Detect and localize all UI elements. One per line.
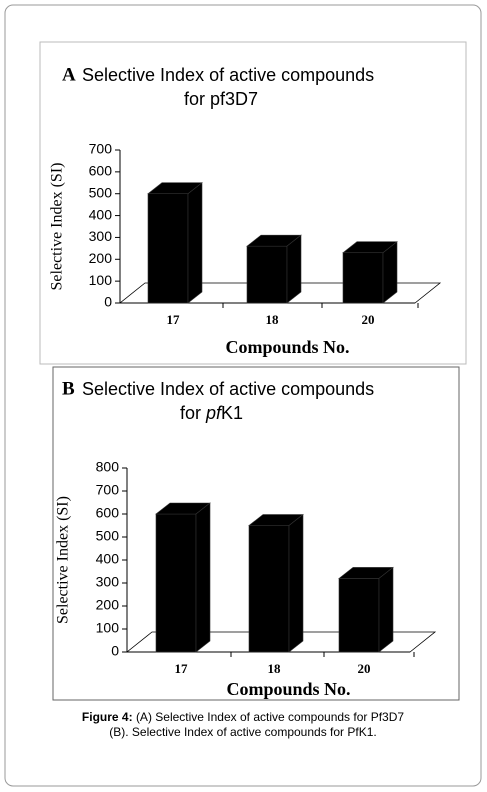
y-axis-label: Selective Index (SI) [49, 163, 66, 291]
panel-label: A [62, 64, 76, 85]
y-tick-label: 200 [89, 250, 113, 266]
bar [246, 245, 288, 304]
y-tick-label: 700 [89, 141, 113, 157]
x-tick-label: 20 [362, 312, 375, 327]
title-segment: Selective Index of active compounds [82, 65, 374, 85]
chart-title: Selective Index of active compounds [82, 65, 374, 85]
y-axis-label: Selective Index (SI) [55, 496, 72, 624]
title-segment: pf [205, 403, 223, 423]
bar [248, 525, 290, 653]
y-tick-label: 300 [96, 574, 120, 590]
caption-label: Figure 4: [82, 710, 133, 724]
caption-text: (A) Selective Index of active compounds … [136, 710, 404, 724]
caption-line-2: (B). Selective Index of active compounds… [109, 725, 376, 739]
y-tick-label: 800 [96, 459, 120, 475]
bar-side [187, 182, 203, 304]
y-tick-label: 700 [96, 482, 120, 498]
x-tick-label: 17 [175, 661, 189, 676]
bar-side [288, 513, 304, 653]
y-tick-label: 100 [89, 272, 113, 288]
x-tick-label: 18 [266, 312, 280, 327]
chart-title: Selective Index of active compounds [82, 379, 374, 399]
x-axis-label: Compounds No. [226, 679, 350, 699]
y-tick-label: 0 [111, 643, 119, 659]
x-tick-label: 20 [358, 661, 371, 676]
y-tick-label: 500 [89, 184, 113, 200]
y-tick-label: 500 [96, 528, 120, 544]
y-tick-label: 400 [89, 206, 113, 222]
frame [4, 4, 482, 787]
bar [147, 193, 189, 304]
panel-b-border [52, 366, 460, 701]
bar [342, 252, 384, 304]
chart-title: for pfK1 [180, 403, 243, 423]
title-segment: Selective Index of active compounds [82, 379, 374, 399]
y-tick-label: 0 [104, 294, 112, 310]
panel-label: B [62, 378, 75, 399]
panel-a-border [39, 41, 467, 365]
bar-side [195, 502, 211, 653]
title-segment: for [180, 403, 206, 423]
y-tick-label: 100 [96, 620, 120, 636]
x-tick-label: 17 [167, 312, 181, 327]
y-tick-label: 400 [96, 551, 120, 567]
x-axis-label: Compounds No. [225, 337, 349, 357]
title-segment: K1 [221, 403, 243, 423]
bar-side [378, 566, 394, 653]
caption-line-1: Figure 4: (A) Selective Index of active … [82, 710, 404, 724]
bar [155, 513, 197, 653]
bar [338, 578, 380, 653]
y-tick-label: 600 [89, 163, 113, 179]
chart-title: for pf3D7 [184, 89, 258, 109]
y-tick-label: 200 [96, 597, 120, 613]
bar-side [382, 241, 398, 304]
bar-side [286, 234, 302, 304]
title-segment: for pf3D7 [184, 89, 258, 109]
y-tick-label: 300 [89, 228, 113, 244]
x-tick-label: 18 [268, 661, 282, 676]
y-tick-label: 600 [96, 505, 120, 521]
